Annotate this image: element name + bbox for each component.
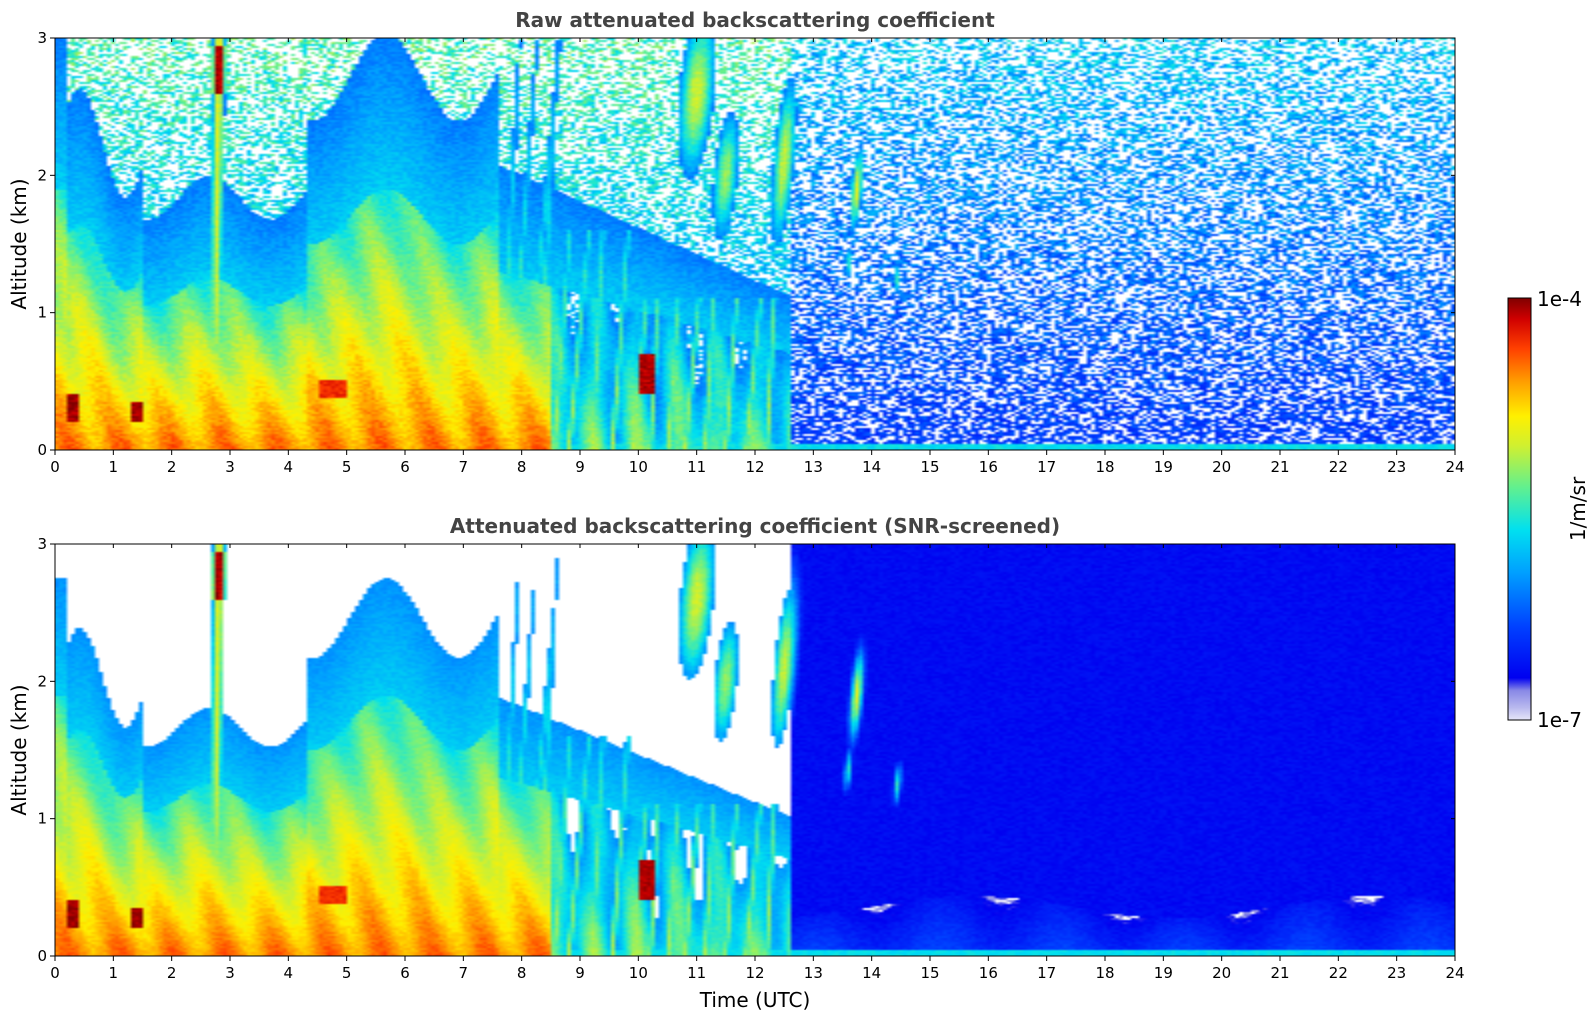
y-tick-label: 0 bbox=[37, 947, 47, 965]
x-tick-label: 20 bbox=[1212, 964, 1231, 982]
colorbar: 1e-4 1e-7 1/m/sr bbox=[1507, 287, 1590, 732]
x-tick-label: 21 bbox=[1270, 458, 1289, 476]
x-tick-label: 9 bbox=[575, 964, 585, 982]
y-tick-label: 3 bbox=[37, 535, 47, 553]
y-tick-label: 1 bbox=[37, 304, 47, 322]
panel-screened: Attenuated backscattering coefficient (S… bbox=[7, 514, 1465, 1012]
x-tick-label: 10 bbox=[629, 964, 648, 982]
x-tick-label: 16 bbox=[979, 458, 998, 476]
x-tick-label: 3 bbox=[225, 964, 235, 982]
x-tick-label: 2 bbox=[167, 458, 177, 476]
x-tick-label: 18 bbox=[1095, 458, 1114, 476]
colorbar-unit-label: 1/m/sr bbox=[1566, 476, 1590, 541]
colorbar-min-label: 1e-7 bbox=[1537, 708, 1582, 732]
y-tick-label: 0 bbox=[37, 441, 47, 459]
y-tick-label: 3 bbox=[37, 29, 47, 47]
x-tick-label: 0 bbox=[50, 964, 60, 982]
x-tick-label: 15 bbox=[920, 458, 939, 476]
heatmap-screened bbox=[55, 544, 1455, 956]
x-tick-label: 0 bbox=[50, 458, 60, 476]
x-tick-label: 19 bbox=[1154, 458, 1173, 476]
x-tick-label: 18 bbox=[1095, 964, 1114, 982]
colorbar-max-label: 1e-4 bbox=[1537, 287, 1582, 311]
x-tick-label: 23 bbox=[1387, 458, 1406, 476]
chart-title-screened: Attenuated backscattering coefficient (S… bbox=[450, 514, 1060, 538]
x-tick-label: 5 bbox=[342, 964, 352, 982]
x-tick-label: 3 bbox=[225, 458, 235, 476]
x-tick-label: 15 bbox=[920, 964, 939, 982]
x-tick-label: 17 bbox=[1037, 458, 1056, 476]
y-tick-label: 1 bbox=[37, 810, 47, 828]
x-ticks-raw: 0 1 2 3 4 5 6 7 8 9 10 11 12 13 14 15 16 17 18 19 20 21 22 23 24 bbox=[50, 38, 1465, 476]
x-tick-label: 17 bbox=[1037, 964, 1056, 982]
x-tick-label: 13 bbox=[804, 964, 823, 982]
y-axis-label-raw: Altitude (km) bbox=[7, 178, 31, 309]
y-axis-label-screened: Altitude (km) bbox=[7, 684, 31, 815]
panel-raw: Raw attenuated backscattering coefficien… bbox=[7, 8, 1465, 476]
x-tick-label: 11 bbox=[687, 964, 706, 982]
x-tick-label: 10 bbox=[629, 458, 648, 476]
x-tick-label: 7 bbox=[459, 458, 469, 476]
heatmap-raw bbox=[55, 38, 1455, 450]
y-tick-label: 2 bbox=[37, 166, 47, 184]
x-tick-label: 6 bbox=[400, 964, 410, 982]
x-tick-label: 22 bbox=[1329, 458, 1348, 476]
x-tick-label: 21 bbox=[1270, 964, 1289, 982]
y-ticks-screened: 0 1 2 3 bbox=[37, 535, 1455, 965]
x-tick-label: 5 bbox=[342, 458, 352, 476]
x-tick-label: 4 bbox=[284, 964, 294, 982]
x-tick-label: 4 bbox=[284, 458, 294, 476]
colorbar-gradient bbox=[1507, 297, 1532, 721]
x-tick-label: 8 bbox=[517, 964, 527, 982]
x-tick-label: 19 bbox=[1154, 964, 1173, 982]
x-tick-label: 14 bbox=[862, 964, 881, 982]
x-tick-label: 23 bbox=[1387, 964, 1406, 982]
x-tick-label: 11 bbox=[687, 458, 706, 476]
x-tick-label: 24 bbox=[1445, 458, 1464, 476]
y-tick-label: 2 bbox=[37, 672, 47, 690]
x-ticks-screened: 0 1 2 3 4 5 6 7 8 9 10 11 12 13 14 15 16 17 18 19 20 21 22 23 24 bbox=[50, 544, 1465, 982]
x-tick-label: 13 bbox=[804, 458, 823, 476]
x-tick-label: 2 bbox=[167, 964, 177, 982]
x-tick-label: 16 bbox=[979, 964, 998, 982]
x-tick-label: 12 bbox=[745, 964, 764, 982]
x-tick-label: 22 bbox=[1329, 964, 1348, 982]
x-tick-label: 24 bbox=[1445, 964, 1464, 982]
y-ticks-raw: 0 1 2 3 bbox=[37, 29, 1455, 459]
x-tick-label: 9 bbox=[575, 458, 585, 476]
x-tick-label: 7 bbox=[459, 964, 469, 982]
x-tick-label: 12 bbox=[745, 458, 764, 476]
x-tick-label: 20 bbox=[1212, 458, 1231, 476]
x-axis-label: Time (UTC) bbox=[699, 988, 811, 1012]
x-tick-label: 1 bbox=[109, 458, 119, 476]
x-tick-label: 1 bbox=[109, 964, 119, 982]
x-tick-label: 6 bbox=[400, 458, 410, 476]
x-tick-label: 8 bbox=[517, 458, 527, 476]
x-tick-label: 14 bbox=[862, 458, 881, 476]
chart-title-raw: Raw attenuated backscattering coefficien… bbox=[515, 8, 995, 32]
